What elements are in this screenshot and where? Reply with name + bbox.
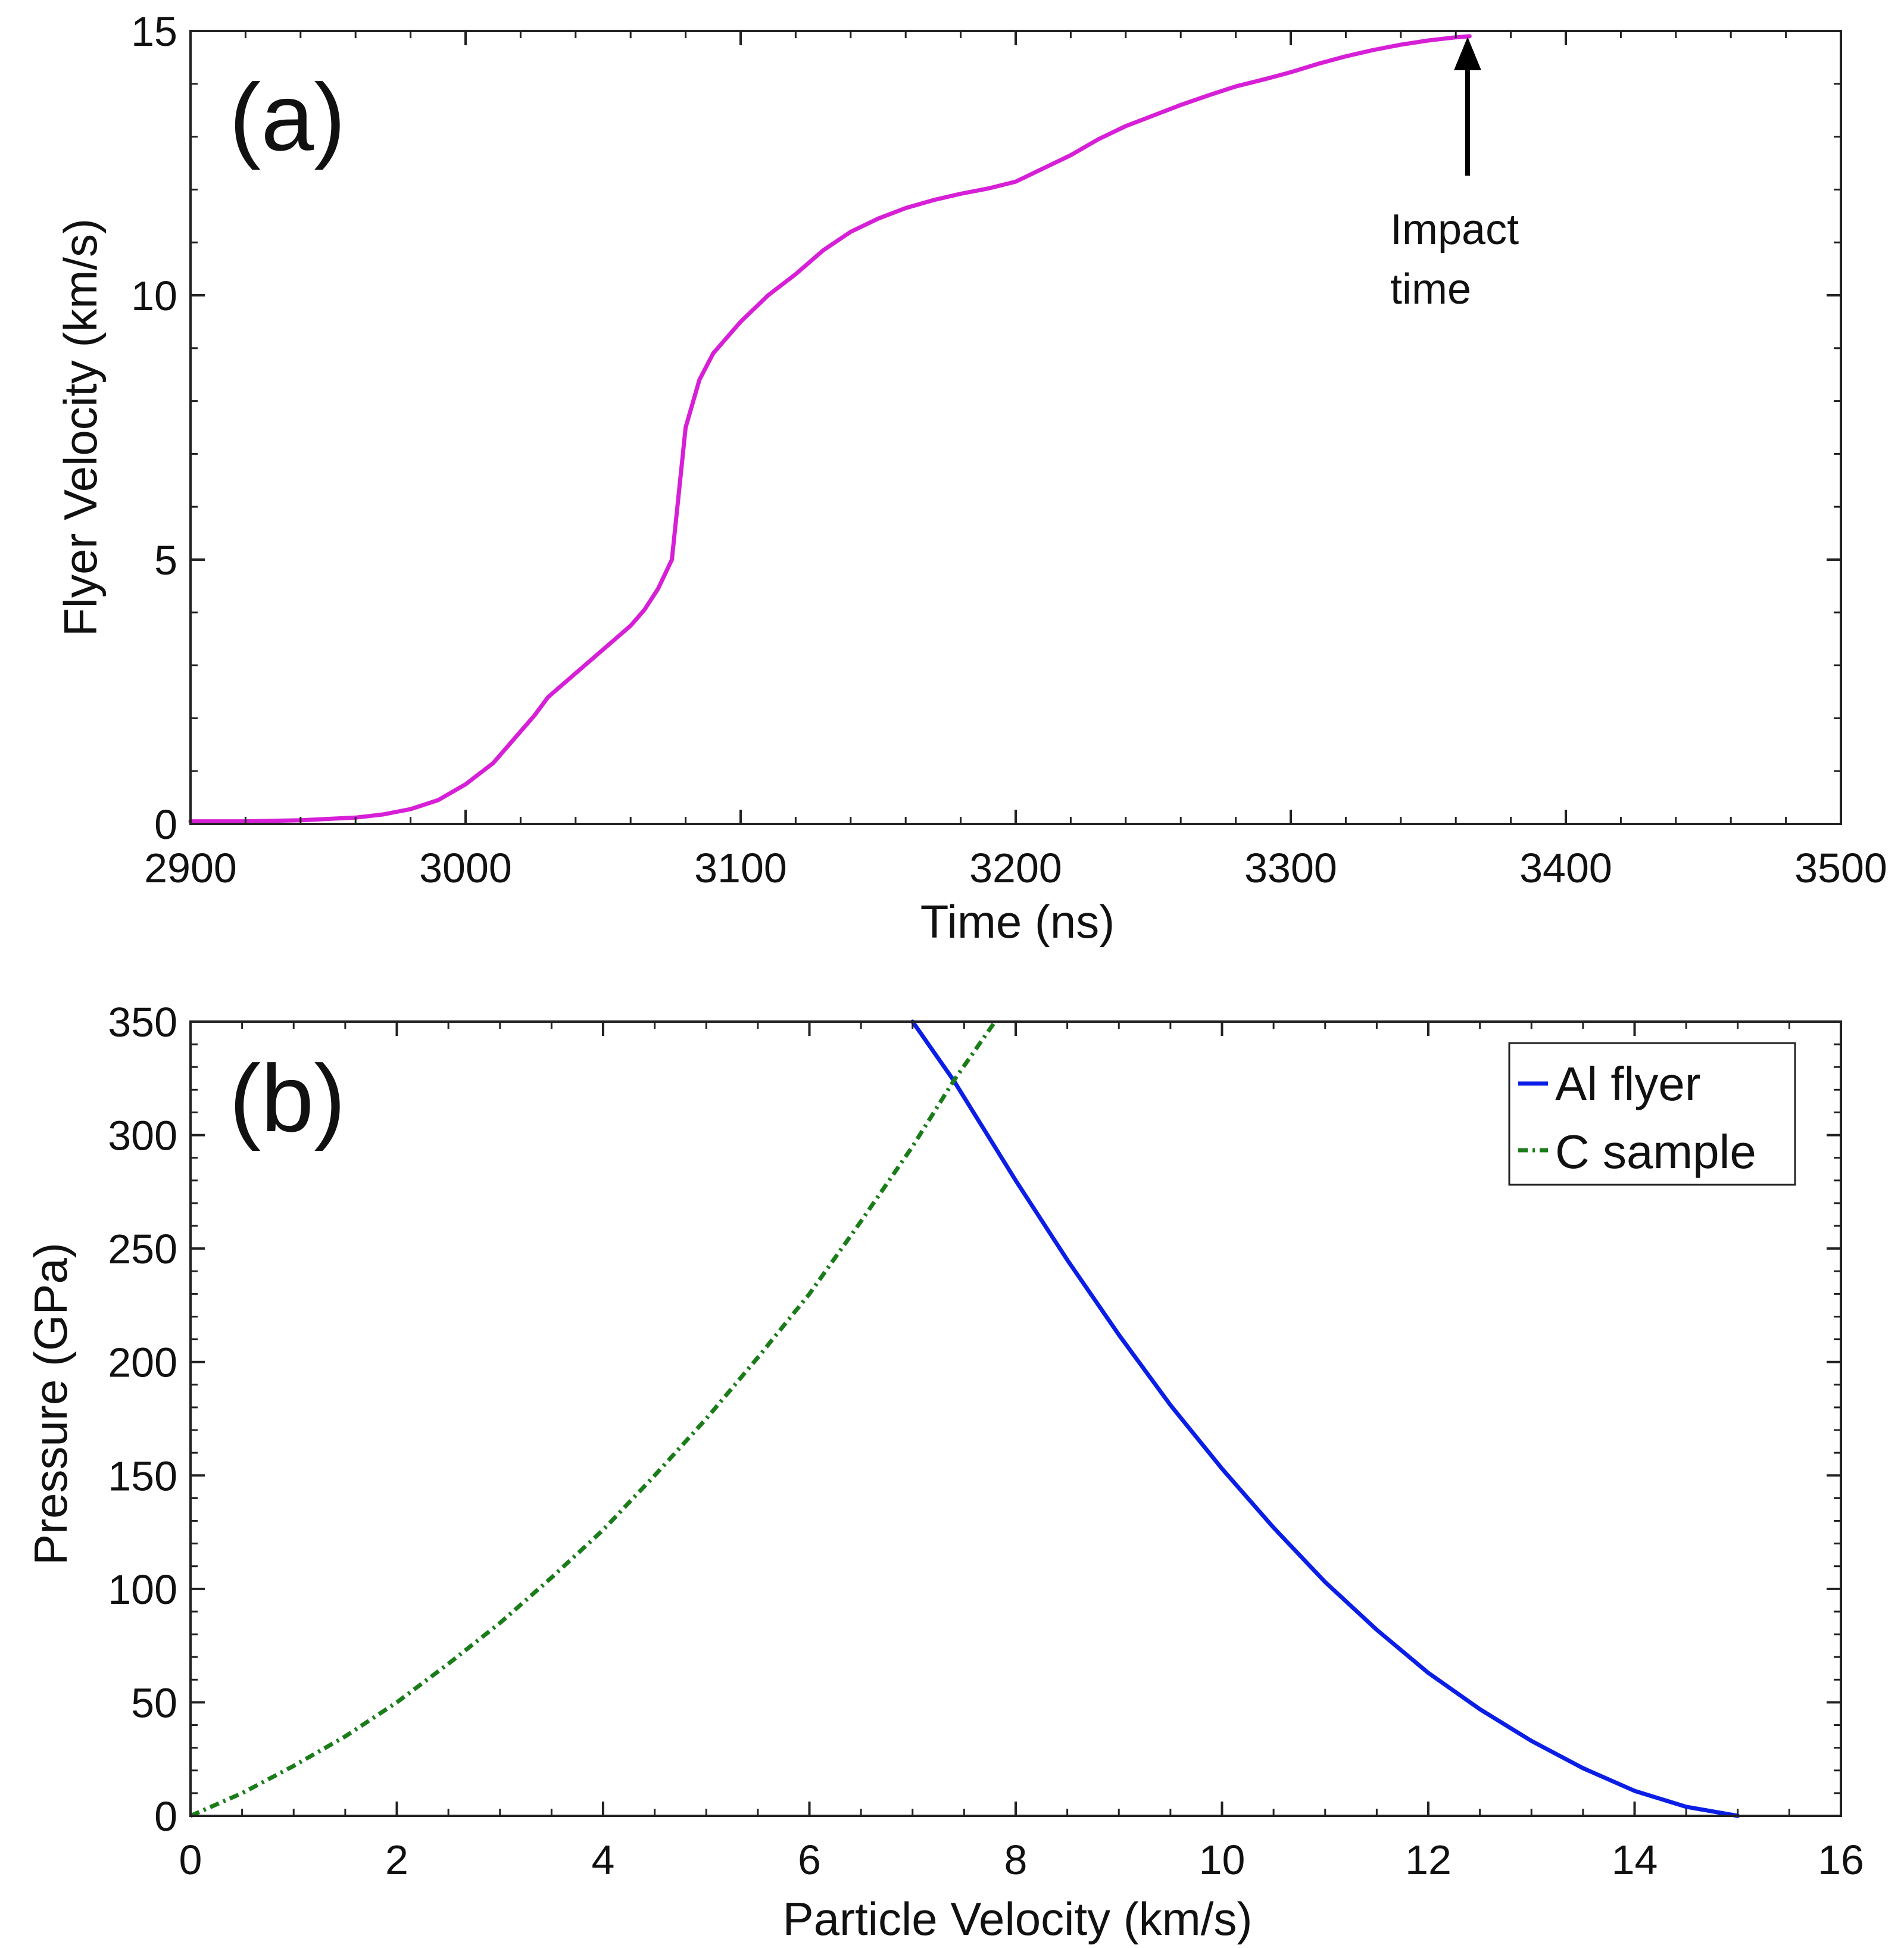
panel-b-y-tick-label: 0 bbox=[154, 1793, 177, 1840]
panel-a-label: (a) bbox=[229, 64, 346, 170]
panel-b-y-tick-label: 300 bbox=[108, 1113, 177, 1159]
panel-a-y-tick-label: 10 bbox=[131, 273, 177, 319]
panel-b-x-tick-label: 4 bbox=[592, 1837, 615, 1883]
panel-b-y-tick-label: 250 bbox=[108, 1226, 177, 1272]
panel-a-x-tick-label: 3000 bbox=[419, 845, 512, 891]
panel-b-x-tick-label: 0 bbox=[179, 1837, 202, 1883]
panel-b-x-tick-label: 16 bbox=[1818, 1837, 1864, 1883]
panel-b-x-tick-label: 2 bbox=[385, 1837, 408, 1883]
panel-b-y-tick-label: 150 bbox=[108, 1453, 177, 1499]
panel-a-x-tick-label: 3100 bbox=[694, 845, 787, 891]
panel-b-plot-area: 0 2 4 6 8 10 12 14 16 0 50 100 150 200 250 300 350 bbox=[108, 999, 1864, 1883]
panel-a-axes-frame bbox=[189, 30, 1842, 825]
legend-al-label: Al flyer bbox=[1555, 1057, 1701, 1110]
panel-b-x-axis-title: Particle Velocity (km/s) bbox=[783, 1893, 1253, 1945]
legend-box bbox=[1508, 1042, 1796, 1186]
panel-b-x-tick-label: 10 bbox=[1199, 1837, 1246, 1883]
panel-b-series-al-flyer bbox=[910, 1019, 1740, 1818]
panel-a-chart: 2900 3000 3100 3200 3300 3400 3500 0 5 10 15 (a) T… bbox=[54, 8, 1887, 948]
panel-a-x-tick-label: 3400 bbox=[1519, 845, 1612, 891]
panel-b-chart: 0 2 4 6 8 10 12 14 16 0 50 100 150 200 250 300 350 (b) P… bbox=[24, 999, 1864, 1945]
panel-b-y-tick-label: 350 bbox=[108, 999, 177, 1045]
panel-b-x-tick-label: 12 bbox=[1405, 1837, 1452, 1883]
legend-c-label: C sample bbox=[1555, 1125, 1756, 1178]
legend: Al flyer C sample bbox=[1508, 1042, 1796, 1186]
panel-a-x-tick-label: 3200 bbox=[969, 845, 1062, 891]
panel-a-x-tick-label: 3500 bbox=[1794, 845, 1887, 891]
panel-a-plot-area: 2900 3000 3100 3200 3300 3400 3500 0 5 10 15 bbox=[131, 8, 1887, 891]
impact-annotation-line2: time bbox=[1390, 266, 1471, 313]
panel-a-y-axis-title: Flyer Velocity (km/s) bbox=[54, 218, 107, 636]
panel-b-label: (b) bbox=[229, 1045, 346, 1151]
impact-arrow-head bbox=[1454, 37, 1481, 70]
panel-a-y-tick-label: 15 bbox=[131, 8, 177, 55]
panel-b-y-tick-label: 100 bbox=[108, 1566, 177, 1613]
impact-annotation-line1: Impact bbox=[1390, 206, 1519, 254]
panel-a-x-axis-title: Time (ns) bbox=[920, 895, 1115, 948]
panel-a-y-tick-label: 5 bbox=[154, 537, 177, 583]
panel-b-x-tick-label: 8 bbox=[1004, 1837, 1028, 1883]
panel-b-y-tick-label: 50 bbox=[131, 1679, 177, 1726]
panel-a-x-tick-label: 3300 bbox=[1244, 845, 1337, 891]
impact-annotation: Impact time bbox=[1390, 37, 1519, 313]
panel-a-x-tick-label: 2900 bbox=[144, 845, 237, 891]
panel-b-x-tick-label: 14 bbox=[1612, 1837, 1658, 1883]
panel-a-series-flyer-velocity bbox=[188, 34, 1472, 824]
panel-a-y-tick-label: 0 bbox=[154, 801, 177, 848]
panel-b-series-c-sample bbox=[189, 1020, 997, 1818]
panel-b-y-tick-label: 200 bbox=[108, 1340, 177, 1386]
panel-b-y-axis-title: Pressure (GPa) bbox=[24, 1243, 77, 1565]
panel-b-x-tick-label: 6 bbox=[798, 1837, 821, 1883]
